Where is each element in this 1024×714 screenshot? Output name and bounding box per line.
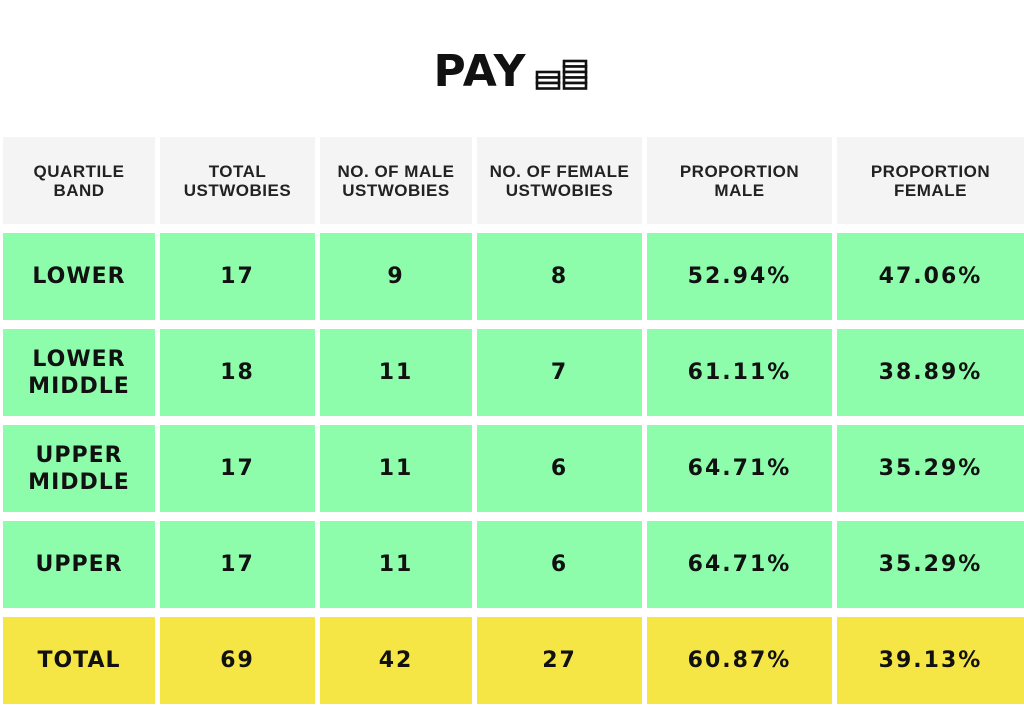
- table-cell: 11: [320, 329, 472, 416]
- table-cell: 11: [320, 521, 472, 608]
- table-cell: 39.13%: [837, 617, 1024, 704]
- table-cell: 7: [477, 329, 642, 416]
- page-title: PAY: [433, 46, 527, 97]
- table-cell: 9: [320, 233, 472, 320]
- column-header: QUARTILE BAND: [3, 137, 155, 224]
- table-cell: 17: [160, 521, 315, 608]
- table-cell: 6: [477, 425, 642, 512]
- table-cell: 64.71%: [647, 521, 832, 608]
- table-cell: 18: [160, 329, 315, 416]
- table-cell: 52.94%: [647, 233, 832, 320]
- table-cell: 69: [160, 617, 315, 704]
- quartile-band-label: LOWER MIDDLE: [3, 329, 155, 416]
- title-area: PAY: [0, 44, 1024, 100]
- table-cell: 35.29%: [837, 521, 1024, 608]
- total-row-label: TOTAL: [3, 617, 155, 704]
- table-cell: 27: [477, 617, 642, 704]
- column-header: PROPORTION FEMALE: [837, 137, 1024, 224]
- table-cell: 61.11%: [647, 329, 832, 416]
- table-cell: 60.87%: [647, 617, 832, 704]
- table-cell: 8: [477, 233, 642, 320]
- column-header: NO. OF MALE USTWOBIES: [320, 137, 472, 224]
- table-cell: 35.29%: [837, 425, 1024, 512]
- table-cell: 17: [160, 233, 315, 320]
- table-cell: 64.71%: [647, 425, 832, 512]
- quartile-band-label: UPPER MIDDLE: [3, 425, 155, 512]
- pay-quartile-table: QUARTILE BAND TOTAL USTWOBIES NO. OF MAL…: [3, 137, 1024, 704]
- table-cell: 11: [320, 425, 472, 512]
- table-cell: 6: [477, 521, 642, 608]
- column-header: PROPORTION MALE: [647, 137, 832, 224]
- table-cell: 38.89%: [837, 329, 1024, 416]
- table-cell: 42: [320, 617, 472, 704]
- table-cell: 47.06%: [837, 233, 1024, 320]
- table-cell: 17: [160, 425, 315, 512]
- stacked-coins-icon: [536, 59, 588, 90]
- quartile-band-label: UPPER: [3, 521, 155, 608]
- column-header: NO. OF FEMALE USTWOBIES: [477, 137, 642, 224]
- column-header: TOTAL USTWOBIES: [160, 137, 315, 224]
- quartile-band-label: LOWER: [3, 233, 155, 320]
